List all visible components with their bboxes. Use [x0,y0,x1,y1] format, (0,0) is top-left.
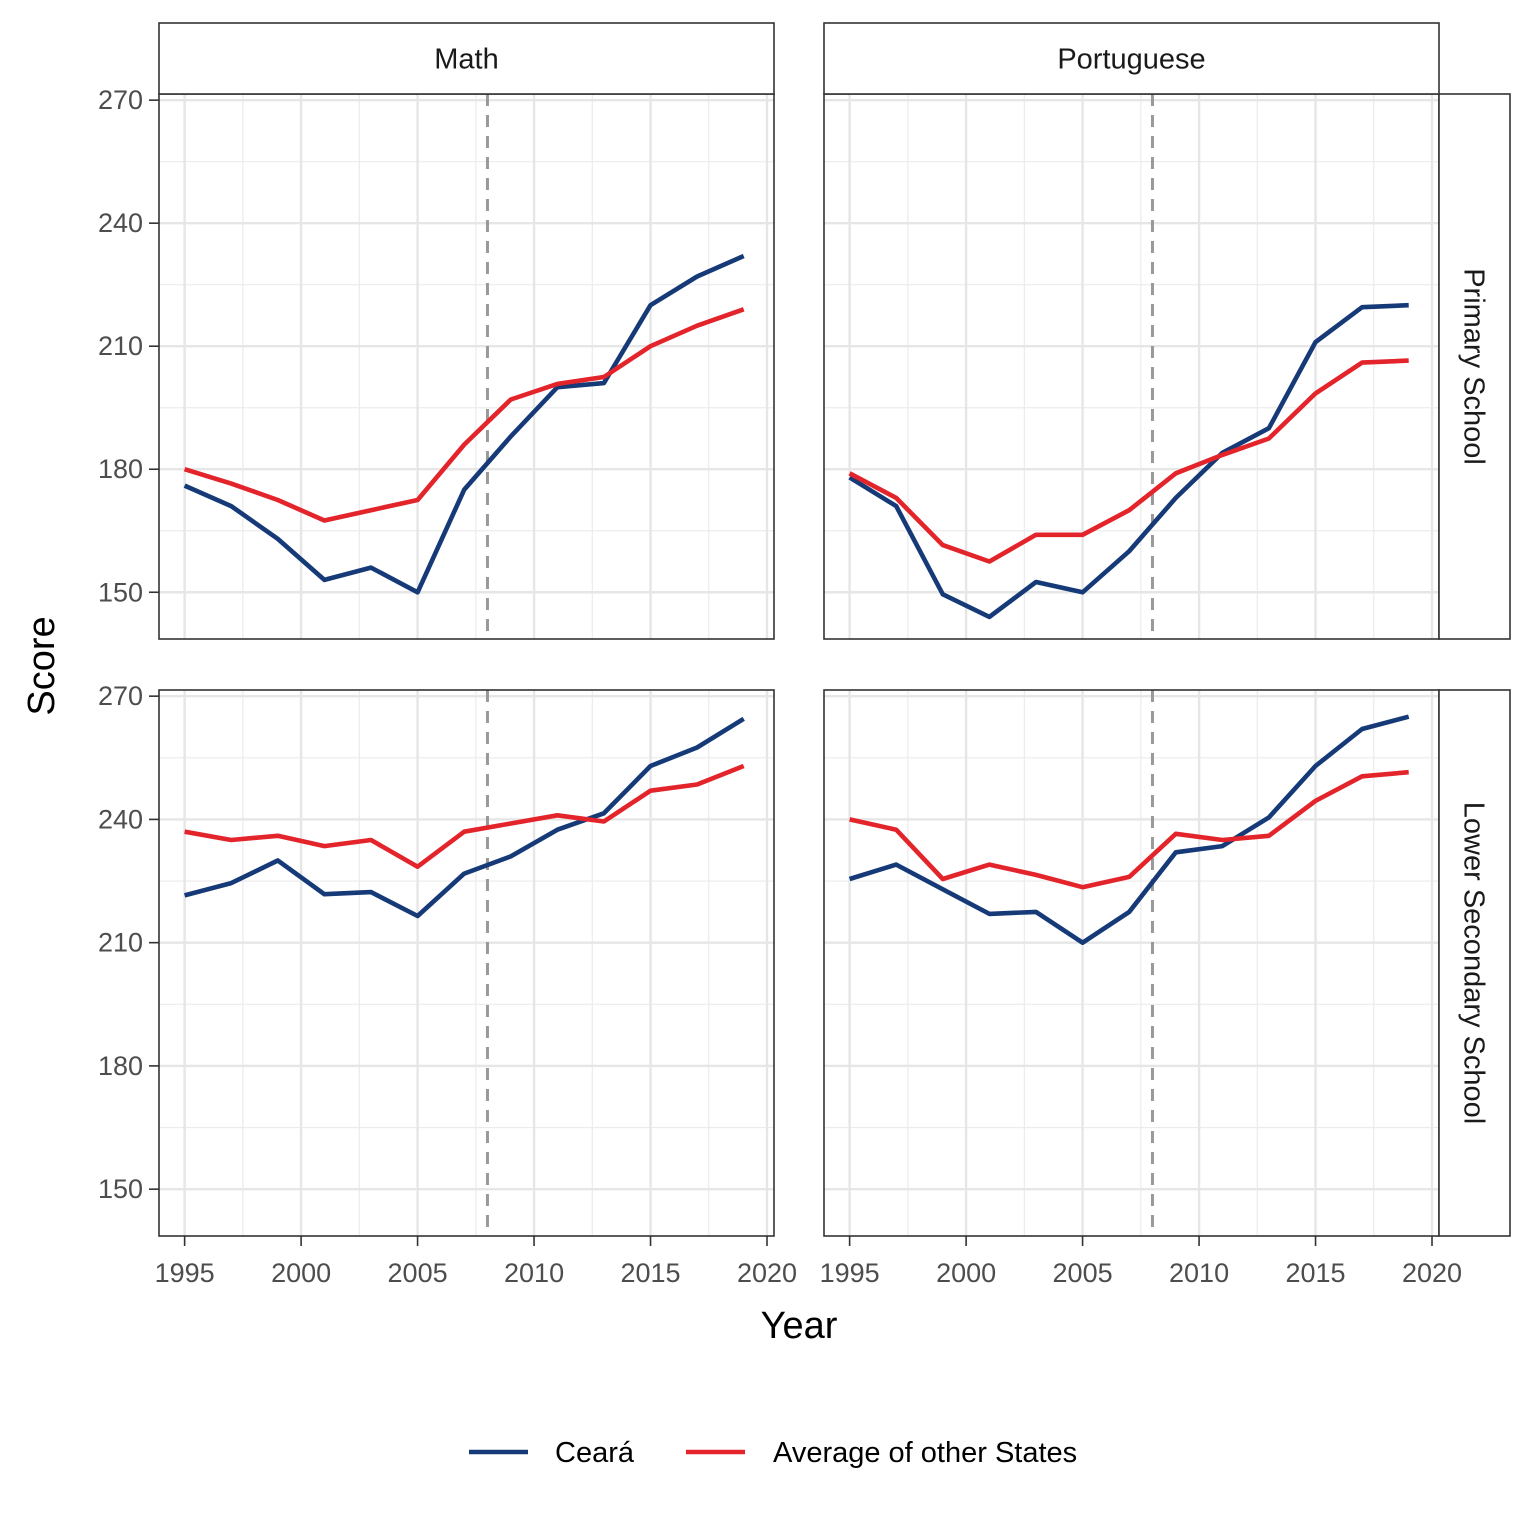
y-tick-label: 180 [98,1051,143,1081]
legend: Ceará Average of other States [469,1437,1077,1469]
x-tick-label: 2005 [1053,1258,1113,1288]
series-lines [184,716,745,919]
x-tick-label: 1995 [155,1258,215,1288]
strip-label-right: Primary School [1458,268,1490,465]
series-line-avg [183,307,745,523]
x-tick-label: 2020 [1402,1258,1462,1288]
strip-label-top: Math [434,44,498,76]
series-line-ceara [848,302,1409,620]
series-line-ceara [183,253,745,595]
series-line-ceara [848,714,1410,946]
series-line-avg [849,769,1409,890]
panel-background [159,94,774,639]
series-lines [848,302,1409,620]
series-line-avg [848,358,1409,564]
y-axis-title: Score [21,616,63,715]
x-tick-label: 2010 [504,1258,564,1288]
strip-box-right [1438,689,1511,1237]
panel-0-1 [823,93,1440,640]
strip-box-top [158,22,775,95]
y-tick-label: 240 [98,208,143,238]
y-tick-label: 150 [98,577,143,607]
y-tick-label: 150 [98,1174,143,1204]
panel-background [824,690,1439,1236]
x-tick-label: 2020 [737,1258,797,1288]
panel-background [824,94,1439,639]
panels-layer [158,93,1440,1237]
series-lines [183,253,745,595]
axes-layer: Math Portuguese Primary School Lower Second… [98,22,1511,1288]
gridlines [159,94,774,639]
x-tick-label: 1995 [820,1258,880,1288]
x-tick-label: 2015 [1285,1258,1345,1288]
y-tick-label: 210 [98,928,143,958]
panel-border [158,689,775,1237]
gridlines [824,690,1439,1236]
series-line-avg [184,763,745,870]
x-tick-label: 2000 [271,1258,331,1288]
panel-background [159,690,774,1236]
legend-item-ceara: Ceará [469,1437,635,1469]
strip-label-right: Lower Secondary School [1458,802,1490,1124]
x-tick-label: 2005 [388,1258,448,1288]
series-line-ceara [184,716,745,919]
panel-1-1 [823,689,1440,1237]
y-tick-label: 180 [98,454,143,484]
x-tick-label: 2015 [620,1258,680,1288]
legend-label-avg: Average of other States [773,1437,1077,1469]
y-tick-label: 210 [98,331,143,361]
strip-label-top: Portuguese [1057,44,1205,76]
x-tick-label: 2010 [1169,1258,1229,1288]
panel-1-0 [158,689,775,1237]
y-tick-label: 240 [98,804,143,834]
series-lines [848,714,1410,946]
legend-item-avg: Average of other States [686,1437,1077,1469]
panel-0-0 [158,93,775,640]
y-tick-label: 270 [98,85,143,115]
x-tick-label: 2000 [936,1258,996,1288]
y-tick-label: 270 [98,681,143,711]
strip-box-right [1438,93,1511,640]
legend-label-ceara: Ceará [555,1437,635,1469]
x-axis-title: Year [761,1305,838,1347]
strip-box-top [823,22,1440,95]
